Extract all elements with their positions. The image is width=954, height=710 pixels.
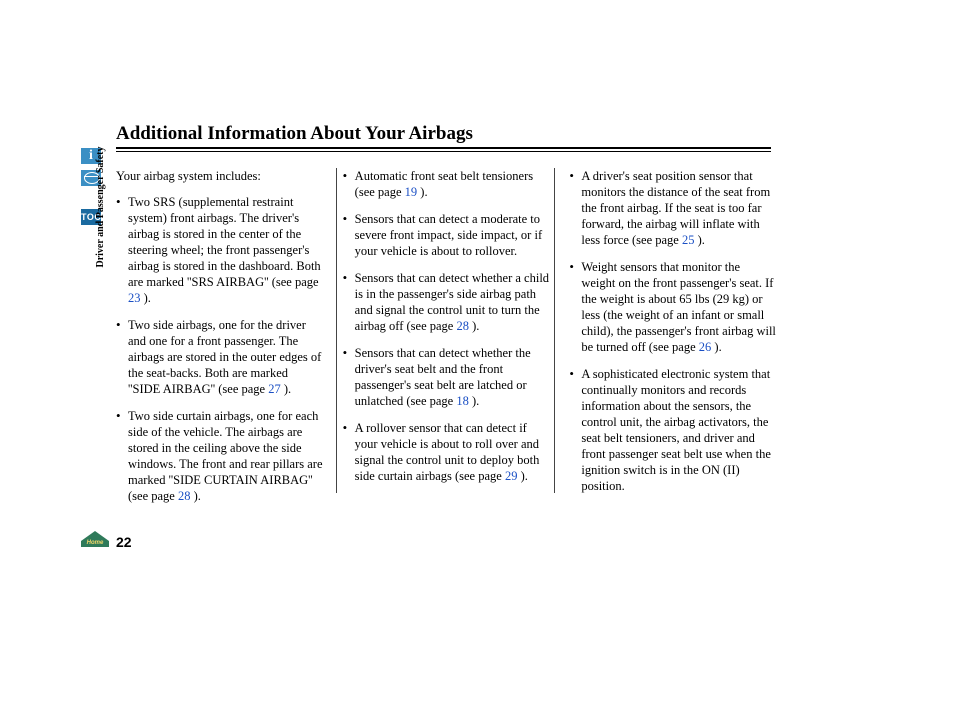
bullet-item: Sensors that can detect a moderate to se… xyxy=(343,211,550,259)
column-1: Your airbag system includes: Two SRS (su… xyxy=(116,168,323,515)
bullet-text: Two side airbags, one for the driver and… xyxy=(128,318,321,396)
bullet-item: A sophisticated electronic system that c… xyxy=(569,366,776,494)
page-link[interactable]: 29 xyxy=(505,469,518,483)
page-link[interactable]: 25 xyxy=(682,233,695,247)
title-rule-thick xyxy=(116,147,771,149)
bullet-tail: ). xyxy=(190,489,200,503)
page-link[interactable]: 26 xyxy=(699,340,712,354)
bullet-tail: ). xyxy=(141,291,151,305)
bullet-text: Automatic front seat belt tensioners (se… xyxy=(355,169,533,199)
bullet-item: A rollover sensor that can detect if you… xyxy=(343,420,550,484)
bullet-tail: ). xyxy=(711,340,721,354)
bullet-text: Weight sensors that monitor the weight o… xyxy=(581,260,776,354)
home-button[interactable]: Home xyxy=(81,531,109,547)
bullet-tail: ). xyxy=(469,394,479,408)
bullet-item: Two SRS (supplemental restraint system) … xyxy=(116,194,323,306)
page-link[interactable]: 23 xyxy=(128,291,141,305)
column-2: Automatic front seat belt tensioners (se… xyxy=(343,168,550,515)
bullet-item: Two side airbags, one for the driver and… xyxy=(116,317,323,397)
bullet-tail: ). xyxy=(281,382,291,396)
bullet-item: Weight sensors that monitor the weight o… xyxy=(569,259,776,355)
page-number: 22 xyxy=(116,534,132,550)
home-label: Home xyxy=(87,540,104,546)
title-rule-thin xyxy=(116,151,771,152)
bullet-item: Sensors that can detect whether the driv… xyxy=(343,345,550,409)
bullet-tail: ). xyxy=(517,469,527,483)
page-link[interactable]: 18 xyxy=(456,394,469,408)
page-link[interactable]: 19 xyxy=(405,185,418,199)
bullet-text: Sensors that can detect whether a child … xyxy=(355,271,549,333)
bullet-item: A driver's seat position sensor that mon… xyxy=(569,168,776,248)
intro-text: Your airbag system includes: xyxy=(116,168,323,184)
page-link[interactable]: 27 xyxy=(268,382,281,396)
bullet-item: Two side curtain airbags, one for each s… xyxy=(116,408,323,504)
bullet-item: Automatic front seat belt tensioners (se… xyxy=(343,168,550,200)
bullet-text: A driver's seat position sensor that mon… xyxy=(581,169,770,247)
page-link[interactable]: 28 xyxy=(456,319,469,333)
bullet-item: Sensors that can detect whether a child … xyxy=(343,270,550,334)
bullet-tail: ). xyxy=(469,319,479,333)
bullet-text: Two SRS (supplemental restraint system) … xyxy=(128,195,321,289)
bullet-text: Two side curtain airbags, one for each s… xyxy=(128,409,323,503)
content-columns: Your airbag system includes: Two SRS (su… xyxy=(116,168,776,515)
page-link[interactable]: 28 xyxy=(178,489,191,503)
bullet-text: Sensors that can detect whether the driv… xyxy=(355,346,531,408)
bullet-tail: ). xyxy=(695,233,705,247)
bullet-tail: ). xyxy=(417,185,427,199)
section-tab-label: Driver and Passenger Safety xyxy=(95,117,106,297)
page-title: Additional Information About Your Airbag… xyxy=(116,123,473,145)
column-3: A driver's seat position sensor that mon… xyxy=(569,168,776,515)
